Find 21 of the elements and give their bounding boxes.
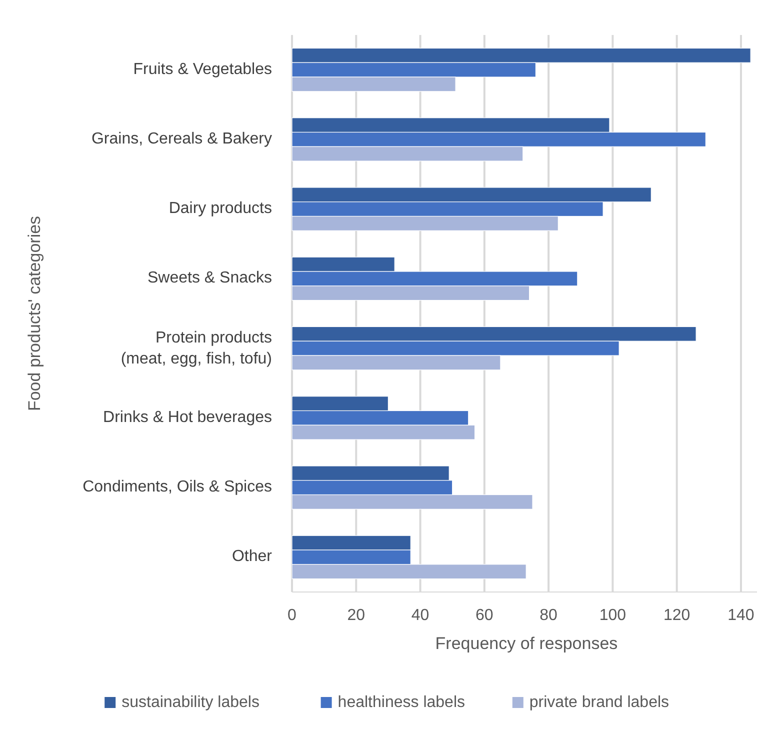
y-tick-label: Fruits & Vegetables bbox=[133, 61, 272, 78]
y-tick-label: Other bbox=[232, 548, 273, 566]
y-tick-label: Protein products (meat, egg, fish, tofu) bbox=[120, 330, 272, 368]
y-tick-label: Sweets & Snacks bbox=[148, 270, 272, 287]
x-tick-label: 100 bbox=[599, 607, 626, 624]
y-tick-label: Condiments, Oils & Spices bbox=[82, 478, 272, 496]
y-tick-label: Drinks & Hot beverages bbox=[103, 409, 272, 426]
x-tick-label: 20 bbox=[347, 607, 366, 624]
x-tick-label: 80 bbox=[540, 607, 558, 624]
x-tick-label: 140 bbox=[728, 607, 754, 624]
y-tick-label: Dairy products bbox=[168, 200, 272, 218]
x-tick-label: 40 bbox=[411, 607, 430, 624]
x-tick-label: 0 bbox=[288, 607, 297, 624]
legend-label: private brand labels bbox=[529, 694, 670, 712]
legend-label: sustainability labels bbox=[122, 694, 260, 712]
x-tick-label: 120 bbox=[663, 607, 690, 624]
y-tick-label: Grains, Cereals & Bakery bbox=[91, 130, 272, 148]
x-tick-label: 60 bbox=[476, 607, 494, 624]
legend-label: healthiness labels bbox=[338, 694, 466, 712]
x-axis-title: Frequency of responses bbox=[435, 634, 618, 653]
y-axis-title: Food products' categories bbox=[25, 216, 44, 412]
